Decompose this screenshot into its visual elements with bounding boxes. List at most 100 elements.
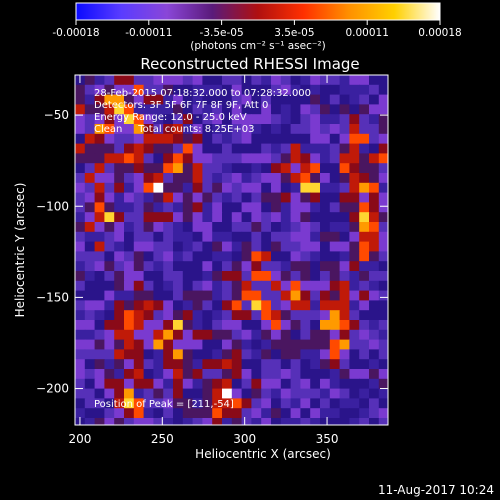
heatmap-cell bbox=[359, 202, 370, 213]
heatmap-cell bbox=[163, 398, 174, 409]
heatmap-cell bbox=[182, 339, 194, 350]
heatmap-cell bbox=[320, 359, 331, 370]
heatmap-cell bbox=[231, 320, 243, 331]
heatmap-cell bbox=[329, 398, 341, 409]
heatmap-cell bbox=[84, 241, 96, 252]
heatmap-cell bbox=[75, 212, 86, 223]
heatmap-cell bbox=[339, 418, 350, 425]
heatmap-cell bbox=[320, 310, 331, 321]
heatmap-cell bbox=[192, 271, 203, 282]
heatmap-cell bbox=[192, 163, 203, 174]
heatmap-cell bbox=[182, 124, 194, 135]
heatmap-cell bbox=[329, 369, 341, 380]
heatmap-cell bbox=[153, 310, 164, 321]
colorbar-tick-label: 0.00018 bbox=[418, 27, 461, 39]
heatmap-cell bbox=[153, 84, 164, 96]
heatmap-cell bbox=[349, 114, 360, 125]
heatmap-cell bbox=[251, 202, 262, 213]
heatmap-cell bbox=[114, 182, 125, 194]
heatmap-cell bbox=[378, 94, 388, 105]
heatmap-cell bbox=[192, 222, 203, 233]
heatmap-cell bbox=[280, 398, 292, 409]
heatmap-cell bbox=[212, 84, 223, 96]
heatmap-cell bbox=[124, 173, 135, 184]
heatmap-cell bbox=[182, 359, 194, 370]
heatmap-cell bbox=[173, 173, 184, 184]
heatmap-cell bbox=[300, 320, 311, 331]
heatmap-cell bbox=[173, 310, 184, 321]
heatmap-cell bbox=[271, 300, 282, 311]
heatmap-cell bbox=[182, 329, 194, 341]
heatmap-cell bbox=[84, 173, 96, 184]
heatmap-cell bbox=[349, 84, 360, 96]
heatmap-cell bbox=[378, 163, 388, 174]
heatmap-cell bbox=[271, 114, 282, 125]
heatmap-cell bbox=[378, 349, 388, 360]
heatmap-cell bbox=[251, 369, 262, 380]
heatmap-cell bbox=[339, 398, 350, 409]
heatmap-cell bbox=[114, 408, 125, 419]
heatmap-cell bbox=[212, 192, 223, 203]
heatmap-cell bbox=[251, 290, 262, 301]
heatmap-cell bbox=[114, 133, 125, 145]
heatmap-cell bbox=[143, 241, 154, 252]
heatmap-cell bbox=[153, 290, 164, 301]
heatmap-cell bbox=[300, 75, 311, 86]
heatmap-cell bbox=[163, 290, 174, 301]
heatmap-cell bbox=[173, 290, 184, 301]
heatmap-cell bbox=[173, 84, 184, 96]
heatmap-cell bbox=[212, 398, 223, 409]
heatmap-cell bbox=[182, 143, 194, 154]
x-tick-label: 350 bbox=[316, 432, 339, 446]
heatmap-cell bbox=[369, 290, 380, 301]
heatmap-cell bbox=[84, 94, 96, 105]
heatmap-cell bbox=[231, 202, 243, 213]
heatmap-cell bbox=[124, 398, 135, 409]
heatmap-cell bbox=[310, 408, 321, 419]
heatmap-cell bbox=[75, 173, 86, 184]
heatmap-cell bbox=[222, 212, 233, 223]
heatmap-cell bbox=[114, 339, 125, 350]
heatmap-cell bbox=[359, 261, 370, 272]
heatmap-cell bbox=[84, 359, 96, 370]
heatmap-cell bbox=[173, 349, 184, 360]
heatmap-cell bbox=[222, 388, 233, 399]
heatmap-cell bbox=[329, 251, 341, 262]
heatmap-cell bbox=[280, 94, 292, 105]
heatmap-cell bbox=[310, 349, 321, 360]
heatmap-cell bbox=[339, 124, 350, 135]
heatmap-cell bbox=[241, 143, 252, 154]
heatmap-cell bbox=[94, 310, 105, 321]
heatmap-cell bbox=[300, 202, 311, 213]
heatmap-cell bbox=[173, 408, 184, 419]
heatmap-cell bbox=[329, 290, 341, 301]
heatmap-cell bbox=[359, 359, 370, 370]
heatmap-cell bbox=[222, 173, 233, 184]
heatmap-cell bbox=[280, 163, 292, 174]
heatmap-cell bbox=[163, 329, 174, 341]
heatmap-cell bbox=[212, 251, 223, 262]
heatmap-cell bbox=[212, 143, 223, 154]
heatmap-cell bbox=[329, 388, 341, 399]
plot-frame bbox=[74, 74, 389, 426]
heatmap-cell bbox=[251, 398, 262, 409]
heatmap-cell bbox=[241, 310, 252, 321]
heatmap-cell bbox=[261, 212, 272, 223]
heatmap-cell bbox=[222, 241, 233, 252]
heatmap-cell bbox=[290, 231, 301, 243]
heatmap-cell bbox=[280, 388, 292, 399]
heatmap-cell bbox=[212, 182, 223, 194]
heatmap-cell bbox=[300, 192, 311, 203]
heatmap-cell bbox=[212, 231, 223, 243]
heatmap-cell bbox=[202, 388, 213, 399]
heatmap-cell bbox=[349, 290, 360, 301]
heatmap-cell bbox=[114, 153, 125, 164]
heatmap-cell bbox=[84, 310, 96, 321]
heatmap-cell bbox=[310, 280, 321, 292]
heatmap-cell bbox=[241, 300, 252, 311]
heatmap-cell bbox=[222, 320, 233, 331]
heatmap-cell bbox=[320, 280, 331, 292]
heatmap-cell bbox=[261, 75, 272, 86]
heatmap-cell bbox=[202, 192, 213, 203]
